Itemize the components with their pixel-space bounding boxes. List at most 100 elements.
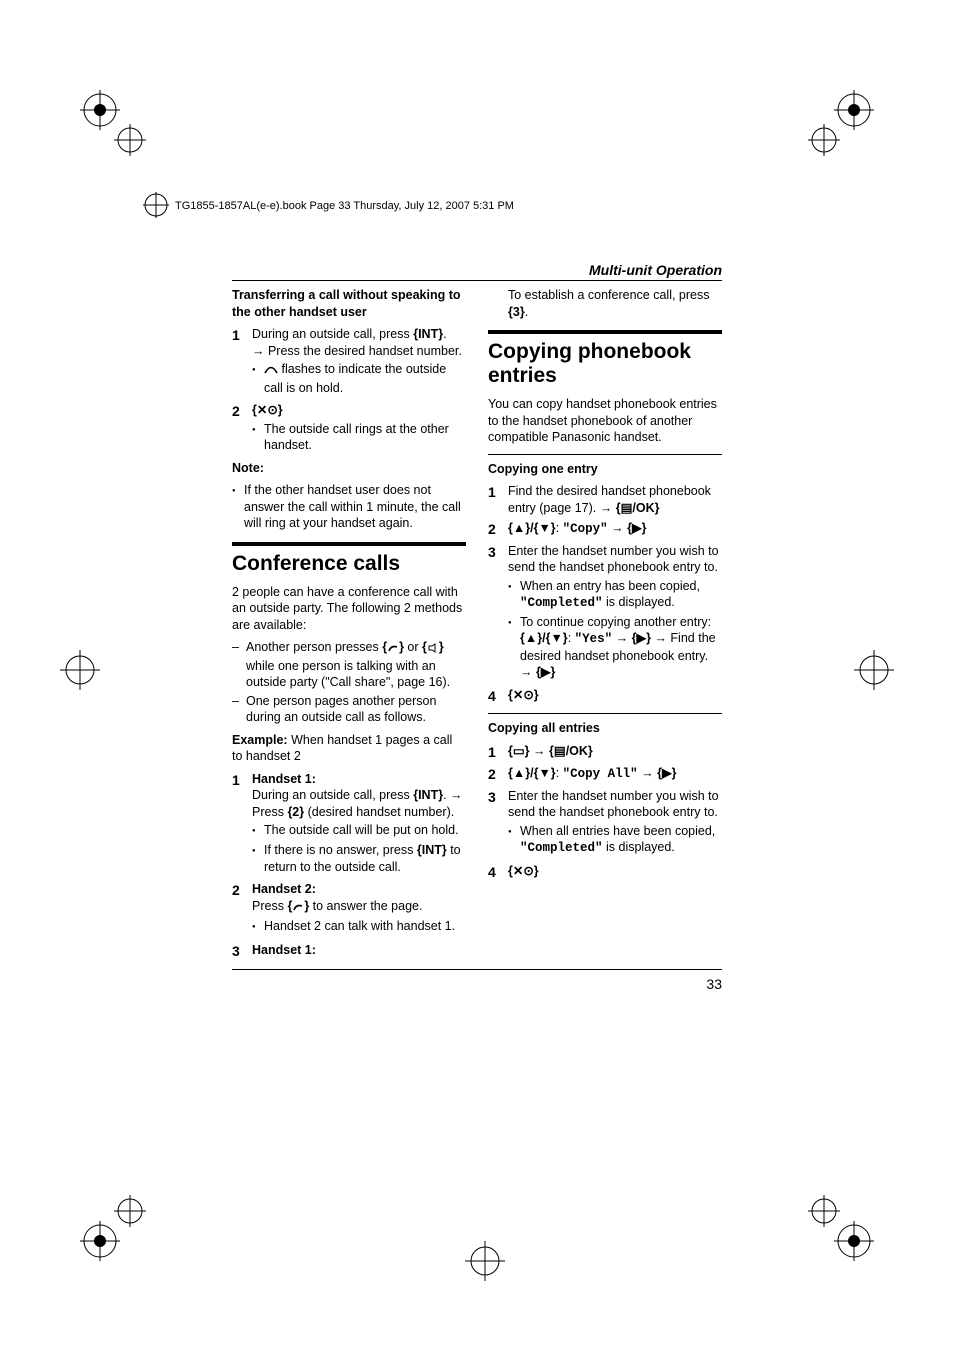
speaker-icon bbox=[427, 641, 439, 658]
text: If the other handset user does not answe… bbox=[244, 482, 466, 532]
registration-mark-icon bbox=[50, 640, 110, 700]
off-button-label: {✕⊙} bbox=[508, 688, 539, 702]
page-number: 33 bbox=[232, 976, 722, 992]
text: When an entry has been copied, bbox=[520, 579, 700, 593]
up-down-key-label: {▲}/{▼} bbox=[508, 766, 556, 780]
phonebook-key-label: {▭} bbox=[508, 744, 530, 758]
example-label: Example: bbox=[232, 733, 288, 747]
status-text: "Completed" bbox=[520, 596, 603, 610]
text: One person pages another person during a… bbox=[246, 693, 466, 726]
step-list: 1 {▭} → {▤/OK} 2 {▲}/{▼}: "Copy All" → {… bbox=[488, 743, 722, 881]
divider bbox=[488, 713, 722, 714]
text: (desired handset number). bbox=[304, 805, 454, 819]
subsection-heading: Copying all entries bbox=[488, 720, 722, 737]
talk-icon bbox=[387, 641, 399, 658]
text: Press bbox=[252, 899, 287, 913]
text: . bbox=[525, 305, 528, 319]
handset-label: Handset 1: bbox=[252, 772, 316, 786]
status-text: "Completed" bbox=[520, 841, 603, 855]
key-3-label: {3} bbox=[508, 305, 525, 319]
list-item: 4 {✕⊙} bbox=[488, 863, 722, 881]
list-item: flashes to indicate the outside call is … bbox=[252, 361, 466, 396]
text: The outside call rings at the other hand… bbox=[264, 421, 466, 454]
text: is displayed. bbox=[603, 840, 675, 854]
list-item: One person pages another person during a… bbox=[232, 693, 466, 726]
list-item: Another person presses {} or {} while on… bbox=[232, 639, 466, 691]
section-header: Multi-unit Operation bbox=[232, 262, 722, 278]
step-list: 1 Handset 1: During an outside call, pre… bbox=[232, 771, 466, 961]
divider bbox=[488, 454, 722, 455]
step-list: 1 During an outside call, press {INT}. →… bbox=[232, 326, 466, 456]
int-button-label: {INT} bbox=[413, 327, 443, 341]
list-item: Handset 2 can talk with handset 1. bbox=[252, 918, 466, 936]
list-item: 2 {▲}/{▼}: "Copy" → {▶} bbox=[488, 520, 722, 538]
text: while one person is talking with an outs… bbox=[246, 659, 450, 690]
note-label: Note: bbox=[232, 460, 466, 477]
text: Handset 2 can talk with handset 1. bbox=[264, 918, 455, 936]
text: to answer the page. bbox=[309, 899, 422, 913]
registration-mark-icon bbox=[804, 90, 874, 160]
list-item: 1 During an outside call, press {INT}. →… bbox=[232, 326, 466, 398]
up-down-key-label: {▲}/{▼} bbox=[508, 521, 556, 535]
divider bbox=[488, 330, 722, 334]
handset-icon bbox=[264, 363, 278, 380]
text: Press bbox=[252, 805, 287, 819]
registration-mark-icon bbox=[80, 1191, 150, 1261]
text: or bbox=[404, 640, 422, 654]
text: is displayed. bbox=[603, 595, 675, 609]
registration-mark-icon bbox=[844, 640, 904, 700]
list-item: 3 Enter the handset number you wish to s… bbox=[488, 543, 722, 683]
paragraph: 2 people can have a conference call with… bbox=[232, 584, 466, 634]
list-item: 1 {▭} → {▤/OK} bbox=[488, 743, 722, 761]
menu-ok-button-label: {▤/OK} bbox=[549, 744, 593, 758]
list-item: If the other handset user does not answe… bbox=[232, 482, 466, 532]
list-item: 2 {▲}/{▼}: "Copy All" → {▶} bbox=[488, 765, 722, 783]
registration-mark-icon bbox=[80, 90, 150, 160]
text: To continue copying another entry: bbox=[520, 615, 711, 629]
text: . bbox=[443, 327, 446, 341]
off-button-label: {✕⊙} bbox=[508, 864, 539, 878]
list-item: When all entries have been copied, "Comp… bbox=[508, 823, 722, 857]
text: During an outside call, press bbox=[252, 327, 413, 341]
text: Enter the handset number you wish to sen… bbox=[508, 544, 719, 575]
section-title: Copying phonebook entries bbox=[488, 340, 722, 388]
registration-mark-icon bbox=[804, 1191, 874, 1261]
divider bbox=[232, 542, 466, 546]
up-down-key-label: {▲}/{▼} bbox=[520, 631, 568, 645]
text: During an outside call, press bbox=[252, 788, 413, 802]
talk-icon bbox=[292, 900, 304, 917]
paragraph: To establish a conference call, press {3… bbox=[508, 287, 722, 320]
menu-text: "Yes" bbox=[575, 632, 613, 646]
list-item: When an entry has been copied, "Complete… bbox=[508, 578, 722, 612]
paragraph: Example: When handset 1 pages a call to … bbox=[232, 732, 466, 765]
right-key-label: {▶} bbox=[536, 665, 555, 679]
right-column: To establish a conference call, press {3… bbox=[488, 287, 722, 965]
list-item: 3 Enter the handset number you wish to s… bbox=[488, 788, 722, 859]
list-item: 2 {✕⊙} The outside call rings at the oth… bbox=[232, 402, 466, 456]
list-item: If there is no answer, press {INT} to re… bbox=[252, 842, 466, 875]
manual-page: TG1855-1857AL(e-e).book Page 33 Thursday… bbox=[0, 0, 954, 1351]
text: Another person presses bbox=[246, 640, 382, 654]
text: flashes to indicate the outside call is … bbox=[264, 362, 446, 395]
list-item: The outside call rings at the other hand… bbox=[252, 421, 466, 454]
handset-label: Handset 2: bbox=[252, 882, 316, 896]
subsection-heading: Transferring a call without speaking to … bbox=[232, 287, 466, 320]
list-item: 1 Find the desired handset phonebook ent… bbox=[488, 483, 722, 516]
text: . bbox=[443, 788, 450, 802]
right-key-label: {▶} bbox=[627, 521, 646, 535]
text: To establish a conference call, press bbox=[508, 288, 710, 302]
right-key-label: {▶} bbox=[657, 766, 676, 780]
divider bbox=[232, 280, 722, 281]
menu-text: "Copy All" bbox=[563, 767, 638, 781]
list-item: 1 Handset 1: During an outside call, pre… bbox=[232, 771, 466, 878]
key-2-label: {2} bbox=[287, 805, 304, 819]
text: If there is no answer, press bbox=[264, 843, 417, 857]
list-item: The outside call will be put on hold. bbox=[252, 822, 466, 840]
page-content: Multi-unit Operation Transferring a call… bbox=[232, 262, 722, 992]
int-button-label: {INT} bbox=[413, 788, 443, 802]
off-button-label: {✕⊙} bbox=[252, 403, 283, 417]
text: When all entries have been copied, bbox=[520, 824, 715, 838]
registration-mark-icon bbox=[455, 1231, 515, 1291]
paragraph: You can copy handset phonebook entries t… bbox=[488, 396, 722, 446]
text: Press the desired handset number. bbox=[265, 344, 462, 358]
